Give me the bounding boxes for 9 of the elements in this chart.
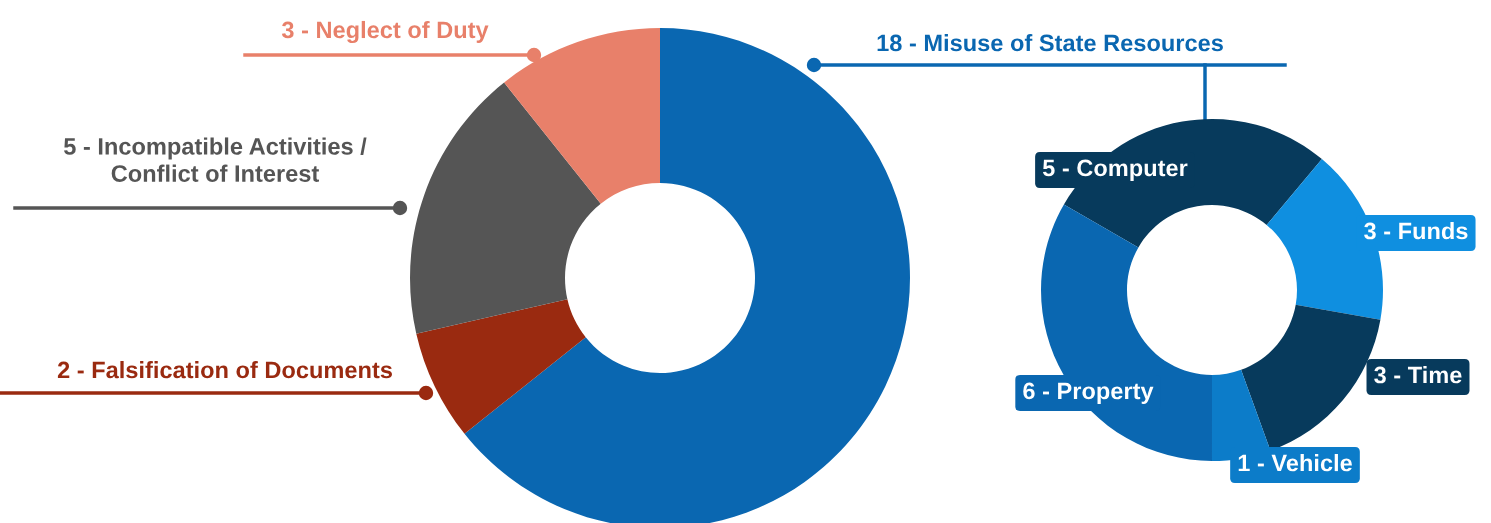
- slice-label: 1 - Vehicle: [1238, 453, 1352, 472]
- slice-label: 3 - Funds: [1364, 222, 1468, 240]
- slice-label: 6 - Property: [1023, 382, 1154, 404]
- slice-label: 18 - Misuse of State Resources: [877, 34, 1223, 52]
- slice-label: 5 - Incompatible Activities / Conflict of Interest: [63, 137, 367, 182]
- slice-label: 3 - Time: [1374, 365, 1462, 384]
- slice-label: 3 - Neglect of Duty: [281, 20, 489, 44]
- slice-label: 2 - Falsification of Documents: [57, 360, 392, 379]
- slice-label: 5 - Computer: [1042, 159, 1188, 181]
